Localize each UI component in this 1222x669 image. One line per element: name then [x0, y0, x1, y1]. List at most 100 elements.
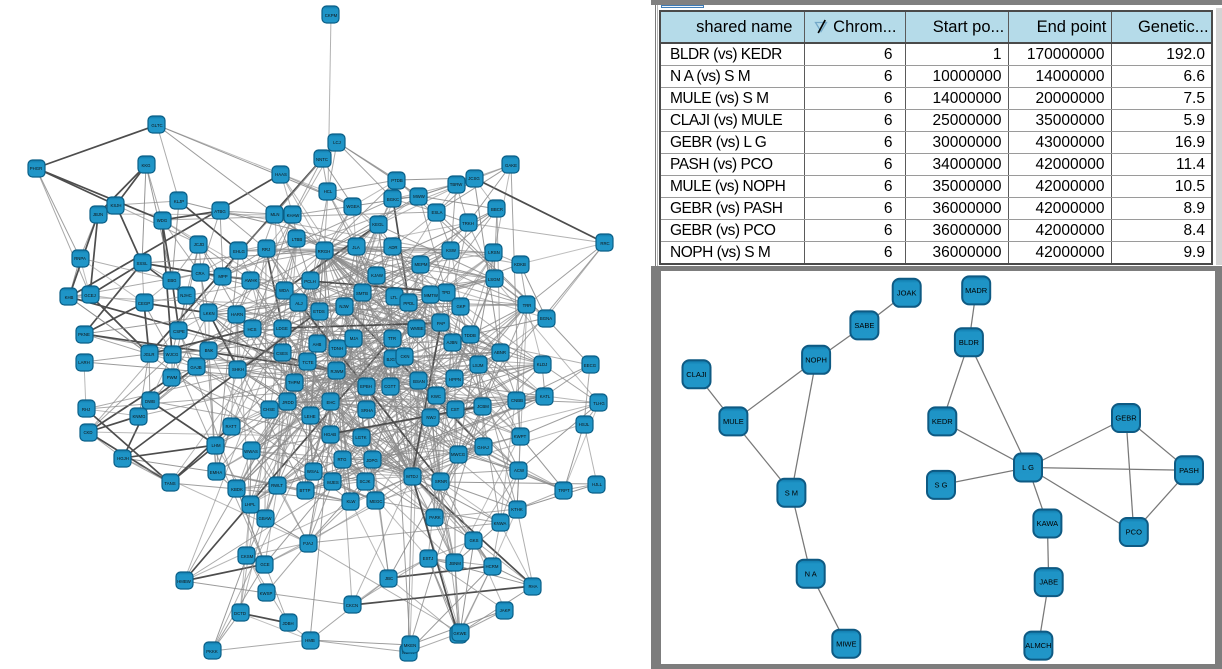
svg-text:HJLL: HJLL [592, 482, 603, 487]
svg-text:EMHA: EMHA [210, 470, 223, 475]
svg-text:JABE: JABE [1039, 578, 1058, 587]
svg-text:AHB: AHB [313, 342, 322, 347]
svg-text:PHGR: PHGR [30, 166, 42, 171]
svg-text:EHLG: EHLG [233, 249, 245, 254]
svg-text:CKCN: CKCN [346, 603, 358, 608]
svg-text:TRKH: TRKH [462, 221, 474, 226]
svg-text:RNPA: RNPA [74, 256, 86, 261]
svg-text:LEHE: LEHE [304, 414, 315, 419]
svg-text:NWJ: NWJ [426, 415, 435, 420]
svg-text:THPM: THPM [288, 380, 301, 385]
svg-text:JBNM: JBNM [449, 561, 461, 566]
svg-text:HARN: HARN [231, 312, 243, 317]
svg-text:CLAJI: CLAJI [686, 370, 706, 379]
svg-text:ETDS: ETDS [313, 309, 325, 314]
svg-text:KNWA: KNWA [494, 521, 507, 526]
svg-text:JCSG: JCSG [468, 176, 480, 181]
svg-text:MIWE: MIWE [836, 639, 856, 648]
svg-text:BJGT: BJGT [387, 357, 398, 362]
svg-text:MTDJ: MTDJ [406, 474, 417, 479]
svg-text:TRR: TRR [523, 303, 532, 308]
svg-text:LRSN: LRSN [488, 250, 499, 255]
svg-text:ACW: ACW [514, 468, 525, 473]
svg-text:GEBR: GEBR [1115, 414, 1137, 423]
svg-text:HPPN: HPPN [449, 377, 461, 382]
svg-text:WSAL: WSAL [307, 469, 320, 474]
svg-text:JCJD: JCJD [194, 242, 205, 247]
svg-text:SCJK: SCJK [360, 479, 371, 484]
svg-text:GBAW: GBAW [259, 516, 273, 521]
svg-text:LHM: LHM [211, 443, 220, 448]
svg-text:MJES: MJES [327, 480, 339, 485]
svg-text:NNTC: NNTC [316, 157, 328, 162]
svg-text:EPBH: EPBH [360, 384, 372, 389]
svg-text:ESLA: ESLA [432, 210, 443, 215]
svg-text:LTBB: LTBB [292, 237, 303, 242]
svg-text:PARK: PARK [429, 515, 441, 520]
svg-text:JCBM: JCBM [477, 404, 489, 409]
svg-text:GKS: GKS [469, 538, 478, 543]
svg-text:NOPH: NOPH [805, 355, 827, 364]
svg-text:S M: S M [785, 488, 798, 497]
svg-text:PKKK: PKKK [206, 649, 218, 654]
svg-text:LSJM: LSJM [473, 363, 484, 368]
svg-text:RATT: RATT [226, 424, 237, 429]
svg-text:GKWE: GKWE [453, 631, 466, 636]
svg-text:GKP: GKP [456, 304, 465, 309]
svg-text:ATBG: ATBG [214, 209, 226, 214]
svg-text:TTR: TTR [388, 336, 396, 341]
svg-text:BLDR: BLDR [959, 338, 980, 347]
svg-text:EBG: EBG [167, 278, 177, 283]
svg-text:EHC: EHC [326, 400, 335, 405]
svg-text:GCE: GCE [260, 562, 269, 567]
svg-text:CKN: CKN [400, 354, 409, 359]
svg-text:WDA: WDA [279, 288, 289, 293]
svg-text:KHB: KHB [65, 295, 74, 300]
svg-text:TRPT: TRPT [558, 488, 570, 493]
svg-text:PCO: PCO [1126, 528, 1142, 537]
svg-text:PWM: PWM [167, 375, 178, 380]
svg-text:HSJL: HSJL [579, 422, 590, 427]
svg-text:RHJ: RHJ [82, 407, 90, 412]
svg-text:PCLH: PCLH [304, 279, 315, 284]
svg-text:KSJH: KSJH [111, 203, 122, 208]
svg-text:KWPT: KWPT [514, 434, 527, 439]
svg-text:BTTP: BTTP [300, 488, 311, 493]
svg-text:TANS: TANS [164, 481, 175, 486]
svg-text:RRGH: RRGH [318, 249, 331, 254]
svg-text:JAKP: JAKP [500, 608, 511, 613]
svg-text:MWW: MWW [413, 194, 426, 199]
svg-text:HAAS: HAAS [275, 172, 287, 177]
svg-text:MKEN: MKEN [404, 643, 416, 648]
svg-text:ADR: ADR [388, 245, 397, 250]
svg-text:JLA: JLA [352, 245, 360, 250]
svg-text:BGNA: BGNA [540, 316, 552, 321]
svg-text:WJCG: WJCG [166, 352, 179, 357]
svg-text:MULE: MULE [723, 417, 744, 426]
svg-text:CEGP: CEGP [138, 301, 150, 306]
svg-text:KLJP: KLJP [174, 199, 184, 204]
svg-text:BGKC: BGKC [387, 197, 399, 202]
svg-text:JGLR: JGLR [144, 352, 155, 357]
svg-text:CRA: CRA [195, 271, 204, 276]
svg-text:KBDK: KBDK [231, 487, 243, 492]
svg-text:KEGL: KEGL [372, 222, 384, 227]
svg-text:JBC: JBC [385, 576, 393, 581]
svg-text:GHAJ: GHAJ [477, 445, 488, 450]
svg-text:MEGC: MEGC [370, 499, 383, 504]
svg-text:KTHK: KTHK [511, 507, 523, 512]
svg-text:KJAW: KJAW [371, 273, 384, 278]
svg-text:KSW: KSW [446, 248, 457, 253]
svg-text:PJAJ: PJAJ [303, 541, 313, 546]
svg-text:CST: CST [451, 407, 460, 412]
svg-text:MMTW: MMTW [424, 293, 439, 298]
svg-text:TDNH: TDNH [331, 346, 343, 351]
svg-text:DWB: DWB [145, 399, 155, 404]
svg-text:RHA: RHA [528, 584, 537, 589]
svg-text:SABE: SABE [854, 321, 874, 330]
svg-text:TBRW: TBRW [450, 182, 464, 187]
svg-text:LDGE: LDGE [276, 326, 288, 331]
svg-text:NJHC: NJHC [180, 293, 191, 298]
svg-text:HGAB: HGAB [324, 432, 336, 437]
svg-text:PPDL: PPDL [403, 301, 415, 306]
